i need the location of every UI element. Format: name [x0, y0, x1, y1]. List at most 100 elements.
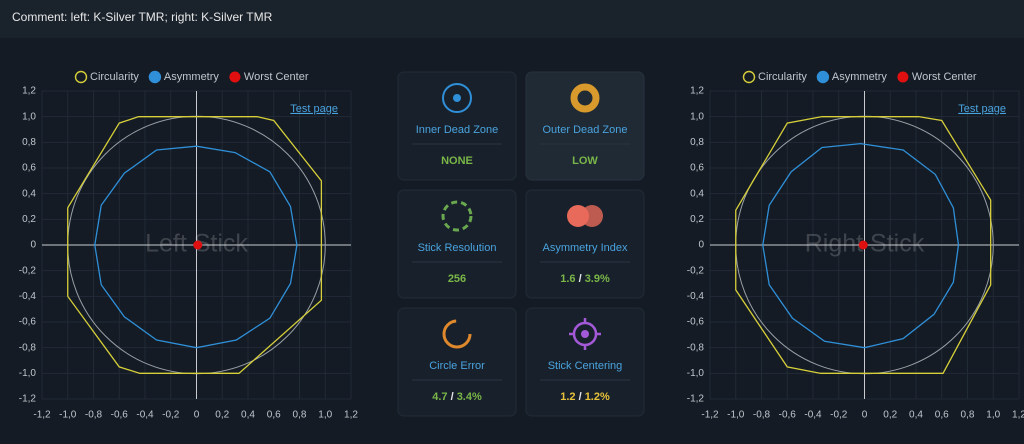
x-tick-label: 0,2: [883, 410, 897, 421]
x-tick-label: 0,4: [909, 410, 923, 421]
card-label: Asymmetry Index: [543, 242, 628, 254]
series-line: [94, 145, 298, 349]
legend-icon: [816, 70, 830, 84]
series-line: [762, 142, 960, 349]
y-tick-label: 1,0: [22, 111, 36, 122]
comment: Comment: left: K-Silver TMR; right: K-Si…: [12, 10, 273, 24]
y-tick-label: 0,8: [690, 137, 704, 148]
x-tick-label: 0,8: [293, 410, 307, 421]
icon: [442, 83, 472, 113]
x-tick-label: -1,0: [59, 410, 77, 421]
y-tick-label: -1,0: [687, 368, 705, 379]
x-tick-label: 1,2: [344, 410, 358, 421]
legend-icon: [148, 70, 162, 84]
card: [525, 71, 645, 181]
x-tick-label: -0,2: [162, 410, 180, 421]
value-part: LOW: [572, 155, 598, 167]
x-tick-label: 0: [862, 410, 868, 421]
x-tick-label: -1,2: [701, 410, 719, 421]
y-tick-label: 0,4: [690, 188, 704, 199]
y-tick-label: 1,2: [22, 86, 36, 97]
test-page-link[interactable]: Test page: [958, 103, 1006, 115]
legend-label: Worst Center: [244, 71, 309, 83]
icon: [581, 205, 603, 227]
y-tick-label: 0,6: [22, 163, 36, 174]
card: [525, 307, 645, 417]
y-tick-label: -0,4: [19, 291, 37, 302]
value-part: /: [576, 391, 585, 403]
y-tick-label: 0,2: [22, 214, 36, 225]
value-part: 3.9%: [585, 273, 610, 285]
icon: [441, 200, 473, 232]
x-tick-label: 1,2: [1012, 410, 1024, 421]
y-tick-label: -0,6: [687, 317, 705, 328]
card: [525, 189, 645, 299]
x-tick-label: -0,4: [804, 410, 822, 421]
comment-bar: [0, 0, 1024, 38]
card-label: Inner Dead Zone: [416, 124, 499, 136]
card-label: Circle Error: [429, 360, 485, 372]
y-tick-label: -1,2: [687, 394, 705, 405]
y-tick-label: 1,0: [690, 111, 704, 122]
worst-center: [193, 240, 203, 250]
value-part: /: [576, 273, 585, 285]
value-part: 1.6: [560, 273, 575, 285]
y-tick-label: -0,8: [19, 342, 37, 353]
x-tick-label: -0,6: [111, 410, 129, 421]
worst-center: [858, 240, 868, 250]
y-tick-label: -0,6: [19, 317, 37, 328]
icon: [569, 318, 601, 350]
card-label: Stick Centering: [548, 360, 623, 372]
y-tick-label: 0,6: [690, 163, 704, 174]
x-tick-label: -1,2: [33, 410, 51, 421]
card-value: LOW: [572, 155, 598, 167]
y-tick-label: 0,8: [22, 137, 36, 148]
card-value: 256: [448, 273, 466, 285]
x-tick-label: 0,8: [961, 410, 975, 421]
test-page-link[interactable]: Test page: [290, 103, 338, 115]
card-value: 1.2 / 1.2%: [560, 391, 610, 403]
legend-label: Circularity: [758, 71, 807, 83]
legend-label: Worst Center: [912, 71, 977, 83]
legend-label: Circularity: [90, 71, 139, 83]
y-tick-label: 0,2: [690, 214, 704, 225]
legend-icon: [229, 71, 241, 83]
legend-icon: [74, 70, 88, 84]
value-part: /: [448, 391, 457, 403]
series-line: [67, 116, 323, 374]
x-tick-label: -1,0: [727, 410, 745, 421]
icon: [442, 319, 472, 349]
y-tick-label: -0,8: [687, 342, 705, 353]
x-tick-label: 0,6: [935, 410, 949, 421]
value-part: 256: [448, 273, 466, 285]
y-tick-label: 0,4: [22, 188, 36, 199]
x-tick-label: -0,4: [136, 410, 154, 421]
x-tick-label: 0,6: [267, 410, 281, 421]
x-tick-label: 0: [194, 410, 200, 421]
icon: [570, 83, 600, 113]
icon: [581, 330, 589, 338]
icon: [453, 94, 461, 102]
y-tick-label: 1,2: [690, 86, 704, 97]
card-value: 1.6 / 3.9%: [560, 273, 610, 285]
x-tick-label: -0,2: [830, 410, 848, 421]
y-tick-label: -0,2: [687, 265, 705, 276]
x-tick-label: 0,4: [241, 410, 255, 421]
legend-icon: [742, 70, 756, 84]
value-part: NONE: [441, 155, 473, 167]
y-tick-label: -1,2: [19, 394, 37, 405]
legend-label: Asymmetry: [832, 71, 888, 83]
x-tick-label: -0,8: [753, 410, 771, 421]
value-part: 4.7: [432, 391, 447, 403]
y-tick-label: -0,2: [19, 265, 37, 276]
value-part: 1.2%: [585, 391, 610, 403]
legend-icon: [897, 71, 909, 83]
series-line: [735, 116, 992, 374]
x-tick-label: -0,6: [779, 410, 797, 421]
card-label: Stick Resolution: [418, 242, 497, 254]
legend-label: Asymmetry: [164, 71, 220, 83]
card: [397, 71, 517, 181]
y-tick-label: -0,4: [687, 291, 705, 302]
